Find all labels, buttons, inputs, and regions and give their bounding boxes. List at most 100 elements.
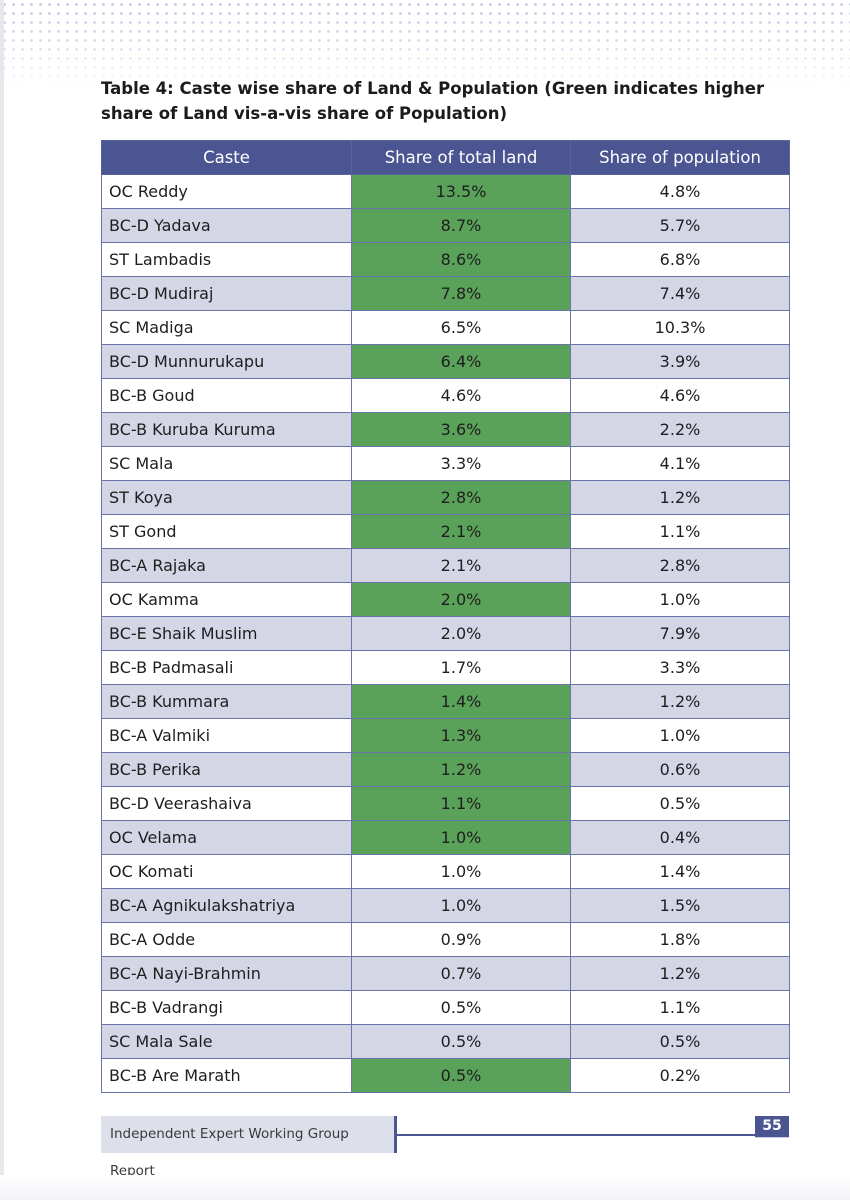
- table-row: OC Kamma 2.0% 1.0%: [101, 582, 790, 617]
- population-share-cell: 1.1%: [570, 514, 790, 549]
- land-share-cell: 0.9%: [351, 922, 571, 957]
- population-share-cell: 3.9%: [570, 344, 790, 379]
- population-share-cell: 1.5%: [570, 888, 790, 923]
- land-share-cell: 1.0%: [351, 820, 571, 855]
- population-share-cell: 4.8%: [570, 174, 790, 209]
- caste-cell: BC-B Perika: [101, 752, 352, 787]
- caste-cell: BC-A Agnikulakshatriya: [101, 888, 352, 923]
- table-row: ST Gond 2.1% 1.1%: [101, 514, 790, 549]
- land-share-cell: 1.7%: [351, 650, 571, 685]
- table-header-row: Caste Share of total land Share of popul…: [101, 140, 790, 175]
- population-share-cell: 1.2%: [570, 684, 790, 719]
- header-caste: Caste: [101, 140, 352, 175]
- table-row: BC-B Vadrangi 0.5% 1.1%: [101, 990, 790, 1025]
- land-share-cell: 0.7%: [351, 956, 571, 991]
- land-share-cell: 2.8%: [351, 480, 571, 515]
- table-row: BC-A Odde 0.9% 1.8%: [101, 922, 790, 957]
- table-row: BC-A Nayi-Brahmin 0.7% 1.2%: [101, 956, 790, 991]
- footer-report-name: Independent Expert Working Group Report: [101, 1116, 397, 1179]
- land-share-cell: 1.0%: [351, 888, 571, 923]
- page-number: 55: [755, 1116, 789, 1137]
- land-share-cell: 1.3%: [351, 718, 571, 753]
- population-share-cell: 0.4%: [570, 820, 790, 855]
- caste-cell: BC-D Yadava: [101, 208, 352, 243]
- population-share-cell: 7.4%: [570, 276, 790, 311]
- caste-cell: ST Lambadis: [101, 242, 352, 277]
- footer-rule: [397, 1134, 755, 1136]
- population-share-cell: 10.3%: [570, 310, 790, 345]
- caste-cell: BC-B Kuruba Kuruma: [101, 412, 352, 447]
- land-share-cell: 7.8%: [351, 276, 571, 311]
- population-share-cell: 1.4%: [570, 854, 790, 889]
- caste-cell: OC Reddy: [101, 174, 352, 209]
- caste-cell: BC-B Are Marath: [101, 1058, 352, 1093]
- land-share-cell: 2.0%: [351, 616, 571, 651]
- land-share-cell: 4.6%: [351, 378, 571, 413]
- land-share-cell: 0.5%: [351, 1058, 571, 1093]
- population-share-cell: 0.6%: [570, 752, 790, 787]
- land-share-cell: 0.5%: [351, 990, 571, 1025]
- table-row: SC Mala Sale 0.5% 0.5%: [101, 1024, 790, 1059]
- population-share-cell: 0.5%: [570, 1024, 790, 1059]
- population-share-cell: 5.7%: [570, 208, 790, 243]
- land-share-cell: 6.4%: [351, 344, 571, 379]
- caste-cell: OC Komati: [101, 854, 352, 889]
- table-row: BC-A Agnikulakshatriya 1.0% 1.5%: [101, 888, 790, 923]
- table-row: BC-D Mudiraj 7.8% 7.4%: [101, 276, 790, 311]
- table-row: OC Reddy 13.5% 4.8%: [101, 174, 790, 209]
- land-share-cell: 1.1%: [351, 786, 571, 821]
- caste-cell: BC-B Vadrangi: [101, 990, 352, 1025]
- table-row: ST Koya 2.8% 1.2%: [101, 480, 790, 515]
- caste-cell: OC Kamma: [101, 582, 352, 617]
- page-number-underline: [755, 1137, 789, 1138]
- caste-cell: OC Velama: [101, 820, 352, 855]
- land-share-cell: 1.4%: [351, 684, 571, 719]
- land-share-cell: 1.2%: [351, 752, 571, 787]
- land-share-cell: 0.5%: [351, 1024, 571, 1059]
- table-row: BC-B Are Marath 0.5% 0.2%: [101, 1058, 790, 1093]
- land-share-cell: 6.5%: [351, 310, 571, 345]
- caste-cell: SC Madiga: [101, 310, 352, 345]
- caste-cell: BC-B Goud: [101, 378, 352, 413]
- population-share-cell: 1.2%: [570, 480, 790, 515]
- population-share-cell: 1.8%: [570, 922, 790, 957]
- land-share-cell: 2.1%: [351, 514, 571, 549]
- population-share-cell: 4.6%: [570, 378, 790, 413]
- land-share-cell: 13.5%: [351, 174, 571, 209]
- table-row: ST Lambadis 8.6% 6.8%: [101, 242, 790, 277]
- table-row: BC-D Yadava 8.7% 5.7%: [101, 208, 790, 243]
- population-share-cell: 7.9%: [570, 616, 790, 651]
- page-bottom-fade: [0, 1175, 850, 1200]
- caste-cell: SC Mala Sale: [101, 1024, 352, 1059]
- caste-cell: SC Mala: [101, 446, 352, 481]
- table-row: OC Komati 1.0% 1.4%: [101, 854, 790, 889]
- population-share-cell: 1.2%: [570, 956, 790, 991]
- page-edge: [0, 0, 4, 1200]
- header-share-of-population: Share of population: [570, 140, 790, 175]
- table-row: BC-B Perika 1.2% 0.6%: [101, 752, 790, 787]
- table-row: SC Mala 3.3% 4.1%: [101, 446, 790, 481]
- decorative-dot-pattern: [0, 0, 850, 90]
- population-share-cell: 3.3%: [570, 650, 790, 685]
- table-row: OC Velama 1.0% 0.4%: [101, 820, 790, 855]
- land-share-cell: 3.6%: [351, 412, 571, 447]
- caste-land-population-table: Caste Share of total land Share of popul…: [101, 140, 790, 1093]
- table-row: BC-A Valmiki 1.3% 1.0%: [101, 718, 790, 753]
- table-row: BC-B Kuruba Kuruma 3.6% 2.2%: [101, 412, 790, 447]
- land-share-cell: 3.3%: [351, 446, 571, 481]
- population-share-cell: 6.8%: [570, 242, 790, 277]
- land-share-cell: 1.0%: [351, 854, 571, 889]
- caste-cell: BC-D Mudiraj: [101, 276, 352, 311]
- table-row: BC-E Shaik Muslim 2.0% 7.9%: [101, 616, 790, 651]
- land-share-cell: 2.0%: [351, 582, 571, 617]
- caste-cell: BC-A Odde: [101, 922, 352, 957]
- population-share-cell: 2.8%: [570, 548, 790, 583]
- caste-cell: BC-A Rajaka: [101, 548, 352, 583]
- land-share-cell: 8.6%: [351, 242, 571, 277]
- land-share-cell: 2.1%: [351, 548, 571, 583]
- table-row: BC-D Veerashaiva 1.1% 0.5%: [101, 786, 790, 821]
- table-title: Table 4: Caste wise share of Land & Popu…: [101, 79, 765, 123]
- population-share-cell: 2.2%: [570, 412, 790, 447]
- population-share-cell: 1.1%: [570, 990, 790, 1025]
- population-share-cell: 0.2%: [570, 1058, 790, 1093]
